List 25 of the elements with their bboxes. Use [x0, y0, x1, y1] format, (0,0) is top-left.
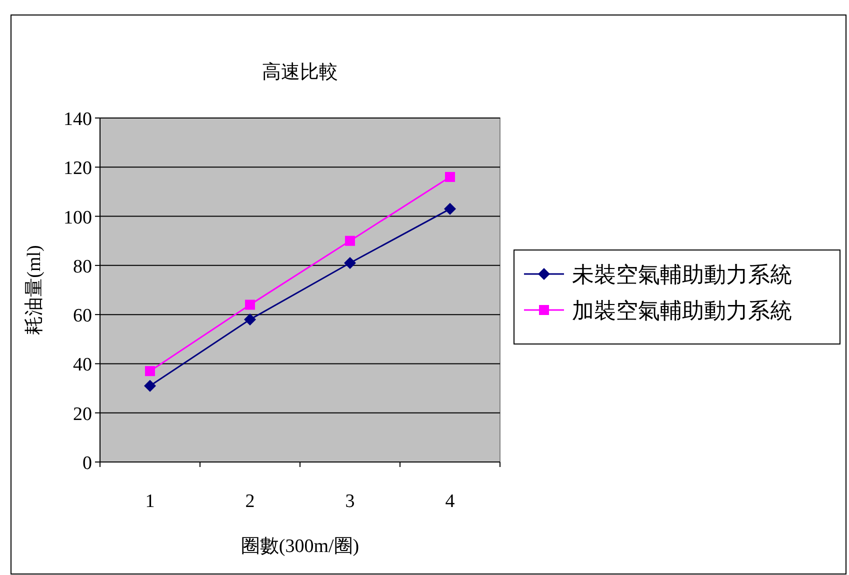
y-tick-label: 80 — [73, 256, 92, 278]
point — [145, 366, 155, 376]
x-axis-title: 圈數(300m/圈) — [240, 536, 360, 557]
y-axis-title: 耗油量(ml) — [24, 245, 45, 335]
y-tick-label: 140 — [64, 109, 92, 130]
y-tick-label: 0 — [82, 453, 92, 474]
y-tick-label: 120 — [64, 158, 92, 180]
legend-label: 未裝空氣輔助動力系統 — [572, 262, 792, 287]
legend-label: 加裝空氣輔助動力系統 — [572, 298, 792, 323]
y-tick-label: 100 — [64, 207, 92, 228]
x-tick-label: 4 — [445, 491, 456, 512]
chart-title: 高速比較 — [262, 61, 338, 83]
point — [245, 300, 255, 310]
y-tick-label: 20 — [73, 404, 92, 425]
point — [444, 202, 456, 215]
point — [244, 313, 256, 326]
point — [345, 236, 355, 246]
point — [344, 256, 356, 269]
point — [144, 380, 156, 392]
x-tick-label: 1 — [145, 491, 155, 512]
y-tick-label: 40 — [73, 354, 92, 376]
point — [445, 172, 455, 182]
x-tick-label: 2 — [245, 491, 255, 512]
y-tick-label: 60 — [73, 306, 92, 327]
x-tick-label: 3 — [345, 491, 355, 512]
